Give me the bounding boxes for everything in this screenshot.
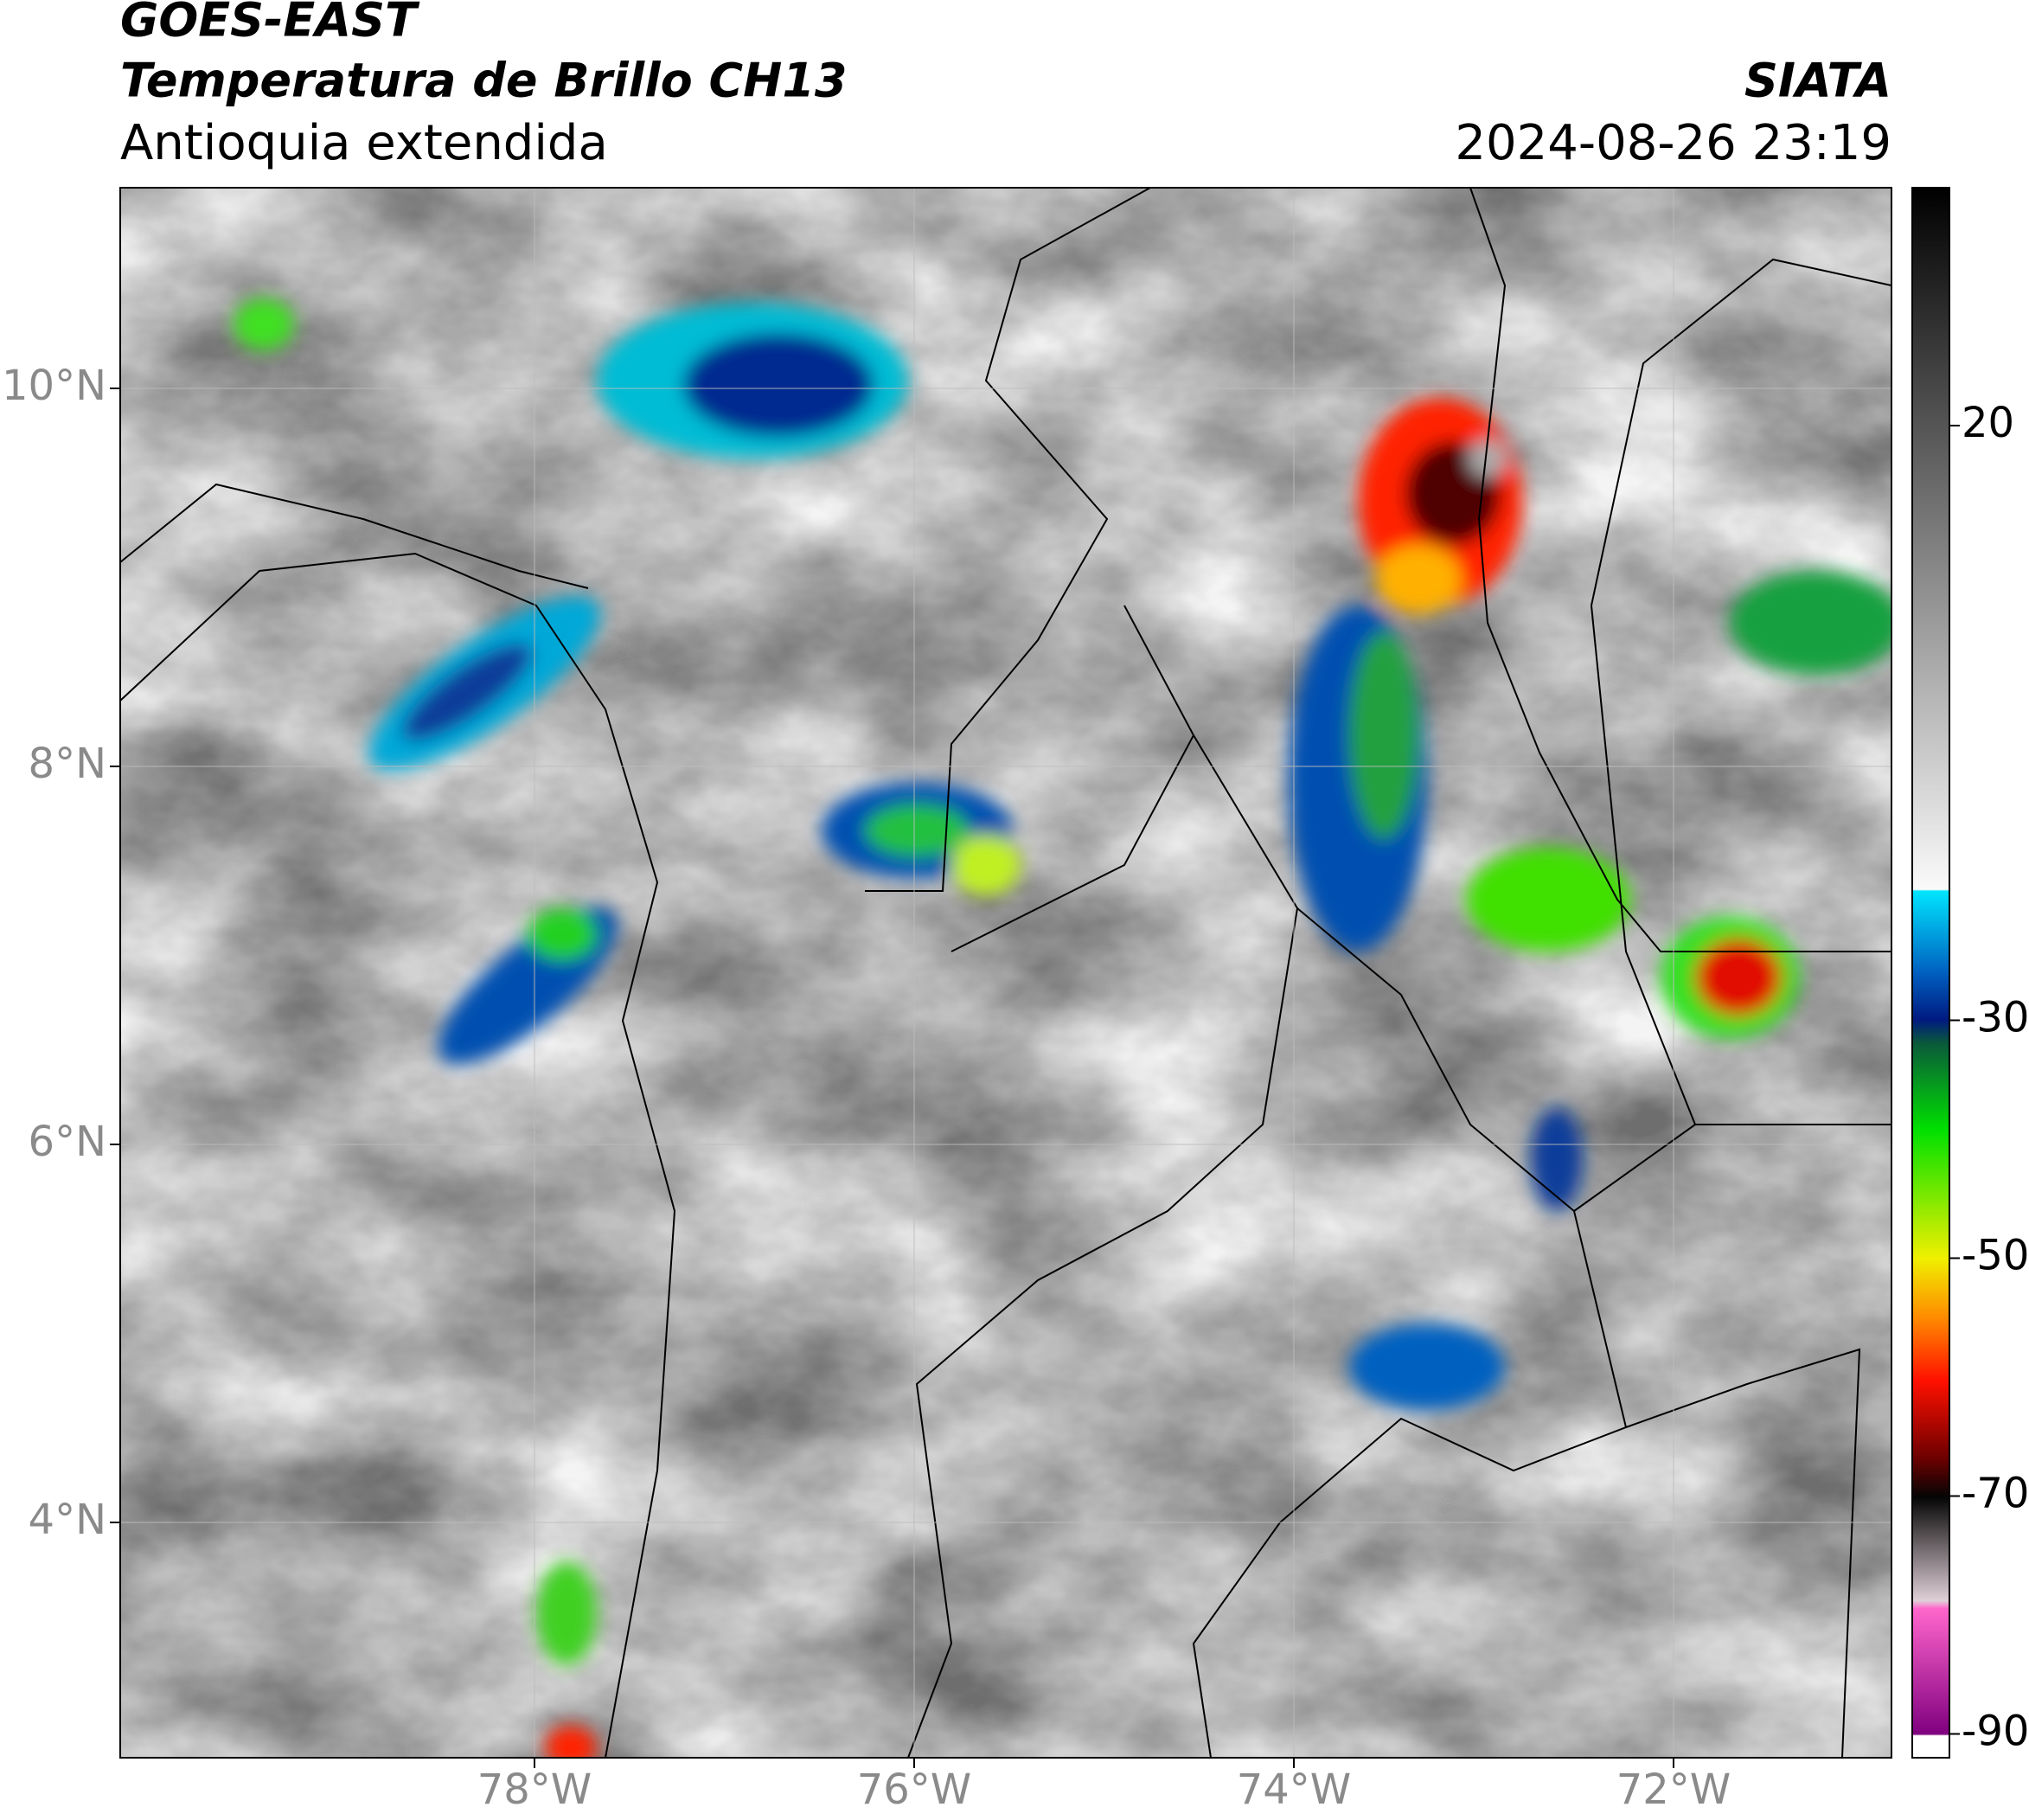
lat-tick-label: 8°N: [29, 740, 106, 788]
lat-tick-label: 6°N: [29, 1118, 106, 1166]
colorbar: [1911, 187, 1950, 1759]
colorbar-tick-label: -90: [1962, 1708, 2029, 1756]
title-line: Temperatura de Brillo CH13: [120, 54, 848, 108]
lon-tick-label: 76°W: [857, 1766, 972, 1814]
colorbar-tick-label: 20: [1962, 399, 2014, 447]
lon-tick-label: 72°W: [1616, 1766, 1731, 1814]
colorbar-tick-label: -30: [1962, 994, 2029, 1042]
colorbar-tick-label: -70: [1962, 1470, 2029, 1518]
graticule: [120, 188, 1891, 1758]
datetime: 2024-08-26 23:19: [1455, 115, 1891, 171]
lat-tick-label: 10°N: [2, 362, 106, 410]
lat-tick-label: 4°N: [29, 1496, 106, 1544]
title-line: GOES-EAST: [120, 0, 420, 48]
borders: [120, 188, 1891, 1758]
colorbar-tick-label: -50: [1962, 1232, 2029, 1280]
map-frame: [119, 187, 1892, 1759]
convective-cells: [234, 298, 1891, 1758]
satellite-image: [120, 188, 1891, 1758]
lon-tick-label: 74°W: [1237, 1766, 1352, 1814]
lon-tick-label: 78°W: [477, 1766, 592, 1814]
source: SIATA: [1744, 54, 1891, 108]
subtitle: Antioquia extendida: [120, 115, 608, 171]
